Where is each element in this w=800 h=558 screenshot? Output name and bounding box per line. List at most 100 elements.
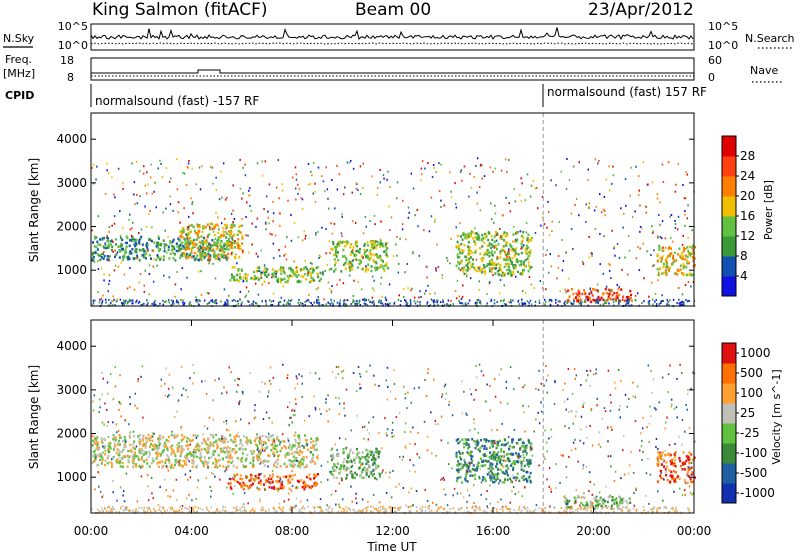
echo-cell xyxy=(505,460,507,462)
echo-cell xyxy=(245,274,247,277)
echo-cell xyxy=(405,393,407,395)
echo-cell xyxy=(98,254,100,257)
echo-cell xyxy=(204,456,206,459)
echo-cell xyxy=(293,456,295,459)
echo-cell xyxy=(530,300,532,302)
echo-cell xyxy=(95,457,97,459)
echo-cell xyxy=(347,299,349,301)
echo-cell xyxy=(265,222,267,224)
echo-cell xyxy=(294,451,296,454)
echo-cell xyxy=(421,168,423,170)
echo-cell xyxy=(157,254,159,256)
echo-cell xyxy=(351,263,353,265)
echo-cell xyxy=(322,271,324,273)
echo-cell xyxy=(461,481,463,484)
echo-cell xyxy=(687,217,689,219)
echo-cell xyxy=(300,463,302,466)
echo-cell xyxy=(295,166,297,168)
echo-cell xyxy=(472,258,474,261)
echo-cell xyxy=(663,465,665,468)
echo-cell xyxy=(684,258,686,261)
echo-cell xyxy=(240,277,242,280)
echo-cell xyxy=(687,457,689,460)
echo-cell xyxy=(345,438,347,440)
echo-cell xyxy=(221,253,223,256)
echo-cell xyxy=(527,459,529,462)
echo-cell xyxy=(180,254,182,256)
echo-cell xyxy=(455,203,457,205)
echo-cell xyxy=(558,267,560,269)
echo-cell xyxy=(272,201,274,203)
echo-cell xyxy=(148,293,150,295)
echo-cell xyxy=(105,193,107,195)
echo-cell xyxy=(101,459,103,462)
echo-cell xyxy=(208,260,210,262)
echo-cell xyxy=(111,458,113,460)
echo-cell xyxy=(218,454,220,457)
echo-cell xyxy=(685,284,687,286)
echo-cell xyxy=(387,386,389,388)
echo-cell xyxy=(675,471,677,474)
echo-cell xyxy=(661,294,663,296)
echo-cell xyxy=(540,225,542,227)
echo-cell xyxy=(150,436,152,439)
echo-cell xyxy=(362,451,364,453)
echo-cell xyxy=(667,299,669,301)
echo-cell xyxy=(298,302,300,304)
echo-cell xyxy=(242,192,244,194)
echo-cell xyxy=(464,235,466,238)
echo-cell xyxy=(665,237,667,239)
echo-cell xyxy=(476,376,478,378)
echo-cell xyxy=(371,459,373,462)
echo-cell xyxy=(433,164,435,166)
echo-cell xyxy=(657,451,659,454)
echo-cell xyxy=(212,245,214,247)
echo-cell xyxy=(203,248,205,250)
echo-cell xyxy=(271,444,273,447)
echo-cell xyxy=(514,254,516,257)
echo-cell xyxy=(684,494,686,496)
echo-cell xyxy=(374,384,376,386)
echo-cell xyxy=(115,238,117,241)
echo-cell xyxy=(467,259,469,262)
echo-cell xyxy=(522,405,524,407)
echo-cell xyxy=(117,298,119,300)
echo-cell xyxy=(462,270,464,273)
echo-cell xyxy=(331,459,333,462)
echo-cell xyxy=(373,494,375,496)
echo-cell xyxy=(662,220,664,222)
echo-cell xyxy=(325,252,327,254)
echo-cell xyxy=(335,262,337,265)
echo-cell xyxy=(307,274,309,277)
echo-cell xyxy=(164,479,166,481)
echo-cell xyxy=(114,256,116,259)
echo-cell xyxy=(379,502,381,504)
echo-cell xyxy=(232,460,234,463)
echo-cell xyxy=(477,302,479,304)
echo-cell xyxy=(685,404,687,406)
echo-cell xyxy=(221,249,223,252)
echo-cell xyxy=(509,478,511,481)
echo-cell xyxy=(298,274,300,277)
echo-cell xyxy=(237,457,239,460)
echo-cell xyxy=(611,499,613,502)
echo-cell xyxy=(198,303,200,305)
echo-cell xyxy=(97,455,99,458)
echo-cell xyxy=(153,259,155,261)
echo-cell xyxy=(295,199,297,201)
echo-cell xyxy=(299,442,301,444)
echo-cell xyxy=(606,292,608,295)
echo-cell xyxy=(466,442,468,445)
echo-cell xyxy=(597,507,599,510)
echo-cell xyxy=(143,173,145,175)
echo-cell xyxy=(310,274,312,277)
echo-cell xyxy=(506,256,508,258)
echo-cell xyxy=(173,466,175,469)
echo-cell xyxy=(108,445,110,448)
echo-cell xyxy=(372,259,374,262)
echo-cell xyxy=(234,436,236,439)
echo-cell xyxy=(217,241,219,244)
echo-cell xyxy=(230,482,232,485)
echo-cell xyxy=(455,290,457,292)
echo-cell xyxy=(146,462,148,465)
